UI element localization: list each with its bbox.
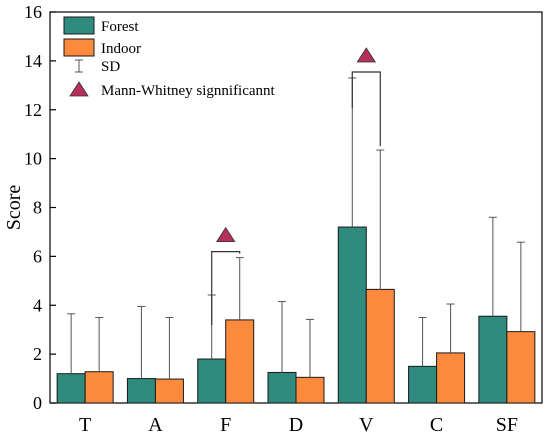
y-tick-label: 4 (33, 295, 42, 315)
bars (56, 226, 536, 404)
legend-label-forest: Forest (101, 19, 139, 35)
significance-bracket-V (351, 71, 381, 147)
x-tick-label: A (148, 414, 163, 436)
legend-swatch-forest (63, 16, 95, 35)
legend-label-sd: SD (101, 59, 120, 75)
bar-indoor-SF (506, 331, 536, 404)
y-tick-label: 12 (24, 100, 42, 120)
y-tick-label: 0 (33, 393, 42, 413)
bar-forest-A (126, 378, 156, 404)
bar-indoor-C (436, 352, 466, 404)
x-tick-label: F (220, 414, 231, 436)
x-tick-label: D (289, 414, 303, 436)
y-tick-label: 10 (24, 149, 42, 169)
bar-forest-F (197, 358, 227, 404)
x-tick-label: V (359, 414, 374, 436)
legend-significance-icon (69, 81, 89, 97)
significance-triangle-V (356, 47, 377, 63)
bar-forest-T (56, 373, 86, 404)
bar-indoor-V (365, 288, 395, 404)
bar-indoor-T (84, 371, 114, 404)
bar-forest-D (267, 371, 297, 404)
x-tick-label: C (430, 414, 443, 436)
legend-label-significance: Mann-Whitney signnificannt (101, 83, 276, 99)
y-tick-label: 6 (33, 246, 42, 266)
bar-forest-SF (478, 315, 508, 404)
y-axis-label: Score (3, 185, 25, 231)
bar-forest-V (337, 226, 367, 404)
bar-indoor-D (295, 376, 325, 404)
bar-indoor-A (154, 378, 184, 404)
significance-triangle-F (215, 226, 236, 242)
y-tick-label: 8 (33, 198, 42, 218)
x-tick-label: SF (496, 414, 518, 436)
plot-frame (49, 11, 543, 404)
legend: Forest Indoor SD Mann-Whitney signnificannt (63, 16, 276, 99)
bar-indoor-F (225, 319, 255, 404)
y-tick-label: 16 (24, 2, 42, 22)
y-tick-label: 14 (24, 51, 42, 71)
significance-markers (211, 47, 381, 325)
bar-forest-C (408, 365, 438, 404)
error-bars (67, 77, 525, 380)
legend-label-indoor: Indoor (101, 41, 141, 57)
y-tick-label: 2 (33, 344, 42, 364)
x-tick-label: T (79, 414, 91, 436)
legend-swatch-indoor (63, 38, 95, 57)
significance-bracket-F (211, 250, 241, 325)
